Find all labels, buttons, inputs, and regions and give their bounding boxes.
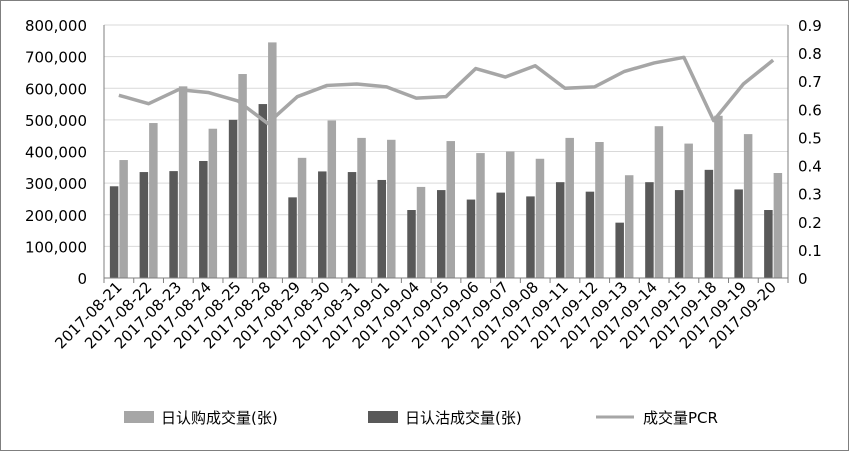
bar-put xyxy=(556,182,565,278)
bar-put xyxy=(407,210,416,278)
bar-put xyxy=(378,180,387,278)
bar-put xyxy=(705,170,714,278)
bar-call xyxy=(774,173,783,278)
bar-call xyxy=(684,144,693,278)
y2-tick-label: 0.2 xyxy=(798,214,822,232)
bar-call xyxy=(357,138,366,278)
bar-put xyxy=(437,190,446,278)
bar-put xyxy=(318,171,327,278)
bar-call xyxy=(536,159,545,278)
pcr-line-layer xyxy=(119,57,773,123)
bar-put xyxy=(526,196,535,278)
y-tick-label: 500,000 xyxy=(25,112,87,130)
bar-call xyxy=(328,121,337,278)
y-tick-label: 0 xyxy=(77,270,87,288)
y2-tick-label: 0.4 xyxy=(798,158,822,176)
bar-put xyxy=(764,210,773,278)
bar-put xyxy=(259,104,268,278)
bar-call xyxy=(209,129,218,278)
bar-call xyxy=(595,142,604,278)
y2-tick-label: 0.7 xyxy=(798,73,822,91)
y-tick-label: 100,000 xyxy=(25,238,87,256)
bar-call xyxy=(149,123,158,278)
y-tick-label: 300,000 xyxy=(25,175,87,193)
bar-put xyxy=(645,182,654,278)
pcr-line xyxy=(119,57,773,123)
bar-call xyxy=(447,141,456,278)
legend-label-call: 日认购成交量(张) xyxy=(161,409,278,427)
bar-call xyxy=(655,126,664,278)
y-tick-label: 600,000 xyxy=(25,80,87,98)
y2-tick-label: 0.6 xyxy=(798,101,822,119)
legend: 日认购成交量(张) 日认沽成交量(张) 成交量PCR xyxy=(124,409,718,427)
bar-call xyxy=(119,160,128,278)
bar-call xyxy=(417,187,426,278)
bar-put xyxy=(467,200,476,278)
bar-put xyxy=(734,189,743,278)
bar-call xyxy=(714,116,723,278)
bar-put xyxy=(615,223,624,278)
bar-call xyxy=(506,152,515,279)
bar-put xyxy=(496,193,505,278)
legend-swatch-call xyxy=(124,411,154,423)
legend-swatch-put xyxy=(368,411,398,423)
bar-call xyxy=(298,158,307,278)
y-tick-label: 400,000 xyxy=(25,144,87,162)
bar-call xyxy=(744,134,753,278)
bar-put xyxy=(110,186,119,278)
bar-call xyxy=(179,86,188,278)
legend-label-pcr: 成交量PCR xyxy=(643,409,718,427)
bar-put xyxy=(229,120,238,278)
y-tick-label: 800,000 xyxy=(25,17,87,35)
y2-tick-label: 0.3 xyxy=(798,186,822,204)
bar-put xyxy=(675,190,684,278)
bar-put xyxy=(199,161,208,278)
bar-call xyxy=(625,175,634,278)
y-tick-label: 700,000 xyxy=(25,49,87,67)
y2-tick-label: 0.5 xyxy=(798,129,822,147)
y2-tick-label: 0.1 xyxy=(798,242,822,260)
bar-put xyxy=(348,172,357,278)
bar-call xyxy=(476,153,485,278)
bars xyxy=(110,42,782,278)
y2-tick-label: 0.9 xyxy=(798,17,822,35)
y2-tick-label: 0 xyxy=(798,270,808,288)
y-tick-label: 200,000 xyxy=(25,207,87,225)
bar-put xyxy=(288,197,297,278)
bar-put xyxy=(140,172,149,278)
bar-put xyxy=(169,171,178,278)
legend-label-put: 日认沽成交量(张) xyxy=(405,409,522,427)
bar-call xyxy=(387,140,396,278)
bar-put xyxy=(586,192,595,278)
bar-call xyxy=(268,42,277,278)
bar-call xyxy=(565,138,574,278)
y2-tick-label: 0.8 xyxy=(798,45,822,63)
